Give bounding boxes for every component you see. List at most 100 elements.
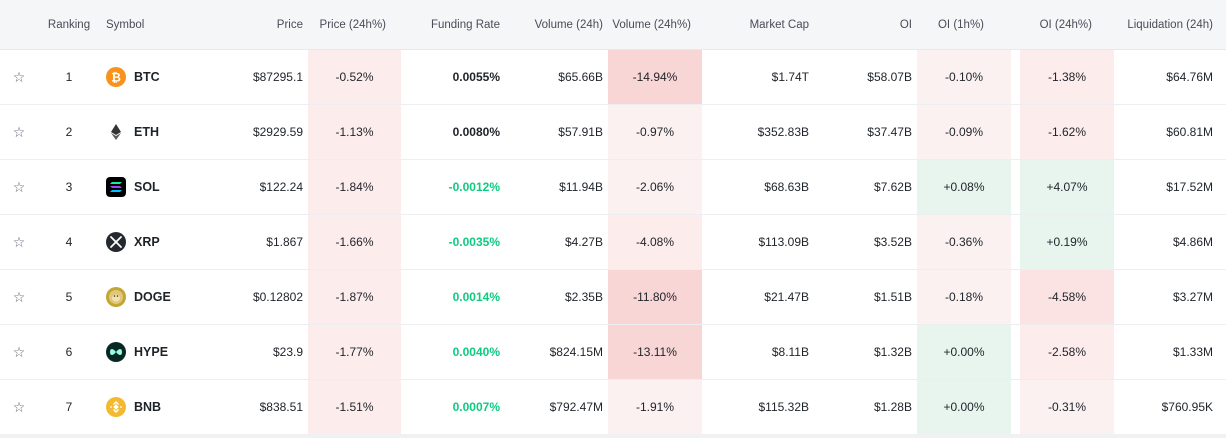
volume-pct-cell: -13.11%: [608, 325, 702, 379]
oi-24h-cell: -1.38%: [1020, 50, 1114, 104]
table-row[interactable]: ☆ 3 SOL $122.24 -1.84% -0.0012% $11.94B …: [0, 160, 1226, 215]
header-price[interactable]: Price: [276, 18, 303, 31]
volume-cell: $824.15M: [549, 345, 603, 359]
volume-pct-cell: -2.06%: [608, 160, 702, 214]
header-liquidation-24h[interactable]: Liquidation (24h): [1127, 18, 1213, 31]
market-cap-cell: $1.74T: [771, 70, 809, 84]
oi-24h-cell: -1.62%: [1020, 105, 1114, 159]
oi-cell: $1.32B: [873, 345, 912, 359]
liquidation-cell: $3.27M: [1172, 290, 1213, 304]
volume-pct-cell: -14.94%: [608, 50, 702, 104]
header-oi-1h[interactable]: OI (1h%): [937, 18, 984, 31]
funding-rate-cell: 0.0014%: [452, 290, 500, 304]
star-icon[interactable]: ☆: [12, 178, 26, 195]
liquidation-cell: $17.52M: [1166, 180, 1213, 194]
oi-24h-cell: +4.07%: [1020, 160, 1114, 214]
liquidation-cell: $64.76M: [1166, 70, 1213, 84]
next-row-edge: [0, 434, 1226, 438]
price-24h-cell: -1.51%: [308, 380, 401, 434]
symbol-label: ETH: [134, 125, 159, 139]
funding-rate-cell: -0.0012%: [448, 180, 500, 194]
volume-cell: $65.66B: [558, 70, 603, 84]
liquidation-cell: $1.33M: [1172, 345, 1213, 359]
rank-cell: 1: [65, 70, 73, 84]
price-cell: $2929.59: [252, 125, 303, 139]
symbol-cell[interactable]: ETH: [106, 105, 196, 159]
star-icon[interactable]: ☆: [12, 68, 26, 85]
oi-1h-cell: +0.00%: [917, 325, 1011, 379]
rank-cell: 5: [65, 290, 73, 304]
rank-cell: 3: [65, 180, 73, 194]
sol-icon: [106, 177, 126, 197]
symbol-cell[interactable]: BNB: [106, 380, 196, 434]
star-icon[interactable]: ☆: [12, 398, 26, 415]
price-cell: $23.9: [272, 345, 303, 359]
price-24h-cell: -1.77%: [308, 325, 401, 379]
hype-icon: [106, 342, 126, 362]
table-row[interactable]: ☆ 7 BNB $838.51 -1.51% 0.0007% $792.47M: [0, 380, 1226, 435]
funding-rate-cell: 0.0055%: [452, 70, 500, 84]
liquidation-cell: $4.86M: [1172, 235, 1213, 249]
funding-rate-cell: 0.0007%: [452, 400, 500, 414]
table-row[interactable]: ☆ 2 ETH $2929.59 -1.13% 0.0080% $57.91B …: [0, 105, 1226, 160]
table-row[interactable]: ☆ 1 ₿ BTC $87295.1 -0.52% 0.0055% $65.66…: [0, 50, 1226, 105]
header-symbol[interactable]: Symbol: [106, 18, 145, 31]
star-icon[interactable]: ☆: [12, 288, 26, 305]
table-row[interactable]: ☆ 4 XRP $1.867 -1.66% -0.0035% $4.27B -4…: [0, 215, 1226, 270]
funding-rate-cell: 0.0080%: [452, 125, 500, 139]
funding-rate-cell: 0.0040%: [452, 345, 500, 359]
market-cap-cell: $352.83B: [757, 125, 809, 139]
symbol-cell[interactable]: SOL: [106, 160, 196, 214]
header-price-24h[interactable]: Price (24h%): [319, 18, 386, 31]
oi-cell: $37.47B: [867, 125, 912, 139]
market-cap-cell: $113.09B: [758, 235, 810, 249]
liquidation-cell: $60.81M: [1166, 125, 1213, 139]
price-24h-cell: -1.84%: [308, 160, 401, 214]
volume-pct-cell: -4.08%: [608, 215, 702, 269]
header-market-cap[interactable]: Market Cap: [749, 18, 809, 31]
symbol-label: XRP: [134, 235, 160, 249]
header-volume-24h[interactable]: Volume (24h): [534, 18, 603, 31]
header-funding-rate[interactable]: Funding Rate: [430, 18, 500, 31]
market-cap-cell: $21.47B: [764, 290, 809, 304]
oi-24h-cell: +0.19%: [1020, 215, 1114, 269]
oi-1h-cell: -0.10%: [917, 50, 1011, 104]
oi-cell: $1.51B: [873, 290, 912, 304]
symbol-cell[interactable]: XRP: [106, 215, 196, 269]
oi-24h-cell: -4.58%: [1020, 270, 1114, 324]
price-24h-cell: -1.13%: [308, 105, 401, 159]
header-volume-24h-pct[interactable]: Volume (24h%): [612, 18, 691, 31]
header-oi-24h[interactable]: OI (24h%): [1039, 18, 1092, 31]
star-icon[interactable]: ☆: [12, 233, 26, 250]
oi-24h-cell: -2.58%: [1020, 325, 1114, 379]
volume-cell: $57.91B: [558, 125, 603, 139]
symbol-label: BTC: [134, 70, 160, 84]
xrp-icon: [106, 232, 126, 252]
symbol-cell[interactable]: HYPE: [106, 325, 196, 379]
header-oi[interactable]: OI: [899, 18, 912, 31]
oi-24h-cell: -0.31%: [1020, 380, 1114, 434]
volume-cell: $11.94B: [559, 180, 603, 194]
oi-1h-cell: -0.09%: [917, 105, 1011, 159]
symbol-cell[interactable]: ₿ BTC: [106, 50, 196, 104]
symbol-cell[interactable]: DOGE: [106, 270, 196, 324]
bnb-icon: [106, 397, 126, 417]
header-ranking[interactable]: Ranking: [47, 18, 91, 31]
table-row[interactable]: ☆ 6 HYPE $23.9 -1.77% 0.0040% $824.15M -…: [0, 325, 1226, 380]
star-icon[interactable]: ☆: [12, 343, 26, 360]
price-24h-cell: -0.52%: [308, 50, 401, 104]
btc-icon: ₿: [106, 67, 126, 87]
volume-pct-cell: -0.97%: [608, 105, 702, 159]
rank-cell: 2: [65, 125, 73, 139]
doge-icon: [106, 287, 126, 307]
price-cell: $0.12802: [252, 290, 303, 304]
rank-cell: 7: [65, 400, 73, 414]
table-row[interactable]: ☆ 5 DOGE $0.12802 -1.87% 0.0014% $2.35B …: [0, 270, 1226, 325]
market-cap-cell: $115.32B: [758, 400, 810, 414]
eth-icon: [106, 122, 126, 142]
star-icon[interactable]: ☆: [12, 123, 26, 140]
volume-cell: $792.47M: [549, 400, 603, 414]
volume-pct-cell: -1.91%: [608, 380, 702, 434]
table-header: Ranking Symbol Price Price (24h%) Fundin…: [0, 0, 1226, 50]
